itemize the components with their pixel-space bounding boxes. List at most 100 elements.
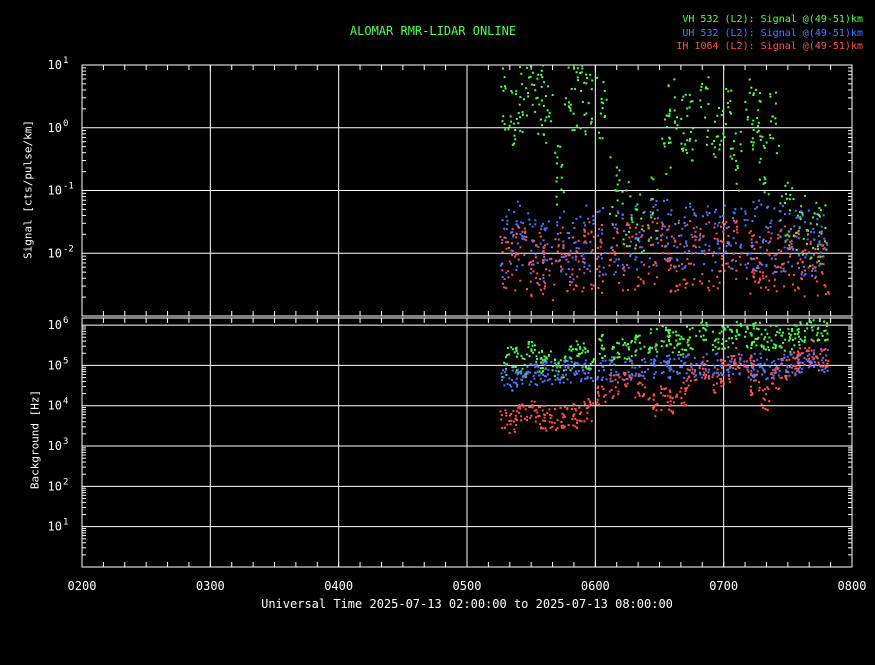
data-point xyxy=(587,406,590,409)
data-point xyxy=(701,215,704,218)
data-point xyxy=(543,355,546,358)
data-point xyxy=(520,72,523,75)
data-point xyxy=(719,270,722,273)
data-point xyxy=(809,257,812,260)
data-point xyxy=(783,246,786,249)
data-point xyxy=(694,246,697,249)
data-point xyxy=(539,367,542,370)
data-point xyxy=(683,266,686,269)
data-point xyxy=(568,232,571,235)
data-point xyxy=(511,389,514,392)
data-point xyxy=(571,367,574,370)
data-point xyxy=(562,191,565,194)
data-point xyxy=(682,278,685,281)
data-point xyxy=(555,195,558,198)
data-point xyxy=(683,377,686,380)
data-point xyxy=(527,343,530,346)
data-point xyxy=(634,336,637,339)
data-point xyxy=(623,357,626,360)
data-point xyxy=(812,246,815,249)
data-point xyxy=(725,339,728,342)
data-point xyxy=(692,244,695,247)
data-point xyxy=(555,369,558,372)
data-point xyxy=(528,355,531,358)
data-point xyxy=(680,396,683,399)
data-point xyxy=(667,330,670,333)
data-point xyxy=(796,357,799,360)
data-point xyxy=(647,224,650,227)
data-point xyxy=(800,352,803,355)
data-point xyxy=(571,221,574,224)
data-point xyxy=(618,376,621,379)
data-point xyxy=(517,258,520,261)
data-point xyxy=(513,430,516,433)
data-point xyxy=(638,341,641,344)
data-point xyxy=(521,230,524,233)
data-point xyxy=(796,356,799,359)
data-point xyxy=(724,223,727,226)
data-point xyxy=(820,225,823,228)
data-point xyxy=(584,366,587,369)
data-point xyxy=(826,365,829,368)
data-point xyxy=(503,278,506,281)
data-point xyxy=(613,356,616,359)
data-point xyxy=(562,247,565,250)
data-point xyxy=(762,397,765,400)
data-point xyxy=(729,244,732,247)
data-point xyxy=(573,363,576,366)
data-point xyxy=(572,403,575,406)
data-point xyxy=(793,273,796,276)
data-point xyxy=(826,362,829,365)
data-point xyxy=(669,267,672,270)
data-point xyxy=(772,360,775,363)
data-point xyxy=(523,373,526,376)
data-point xyxy=(745,108,748,111)
data-point xyxy=(672,331,675,334)
data-point xyxy=(795,367,798,370)
data-point xyxy=(629,195,632,198)
data-point xyxy=(631,374,634,377)
data-point xyxy=(614,378,617,381)
data-point xyxy=(634,341,637,344)
data-point xyxy=(820,230,823,233)
data-point xyxy=(516,242,519,245)
data-point xyxy=(758,199,761,202)
data-point xyxy=(521,264,524,267)
data-point xyxy=(713,339,716,342)
data-point xyxy=(560,188,563,191)
data-point xyxy=(572,236,575,239)
data-point xyxy=(691,148,694,151)
data-point xyxy=(718,332,721,335)
data-point xyxy=(743,360,746,363)
data-point xyxy=(557,238,560,241)
data-point xyxy=(791,339,794,342)
data-point xyxy=(707,376,710,379)
data-point xyxy=(637,391,640,394)
data-point xyxy=(752,327,755,330)
data-point xyxy=(812,340,815,343)
data-point xyxy=(694,238,697,241)
data-point xyxy=(739,322,742,325)
data-point xyxy=(621,213,624,216)
data-point xyxy=(803,330,806,333)
data-point xyxy=(756,117,759,120)
data-point xyxy=(584,351,587,354)
data-point xyxy=(788,212,791,215)
data-point xyxy=(686,282,689,285)
data-point xyxy=(749,357,752,360)
data-point xyxy=(540,99,543,102)
data-point xyxy=(559,231,562,234)
data-point xyxy=(744,335,747,338)
data-point xyxy=(566,360,569,363)
data-point xyxy=(755,241,758,244)
data-point xyxy=(745,366,748,369)
data-point xyxy=(743,219,746,222)
data-point xyxy=(503,123,506,126)
data-point xyxy=(622,230,625,233)
data-point xyxy=(774,362,777,365)
x-tick-label: 0600 xyxy=(581,579,610,593)
x-axis-label: Universal Time 2025-07-13 02:00:00 to 20… xyxy=(261,597,673,611)
data-point xyxy=(589,362,592,365)
data-point xyxy=(616,232,619,235)
data-point xyxy=(769,120,772,123)
